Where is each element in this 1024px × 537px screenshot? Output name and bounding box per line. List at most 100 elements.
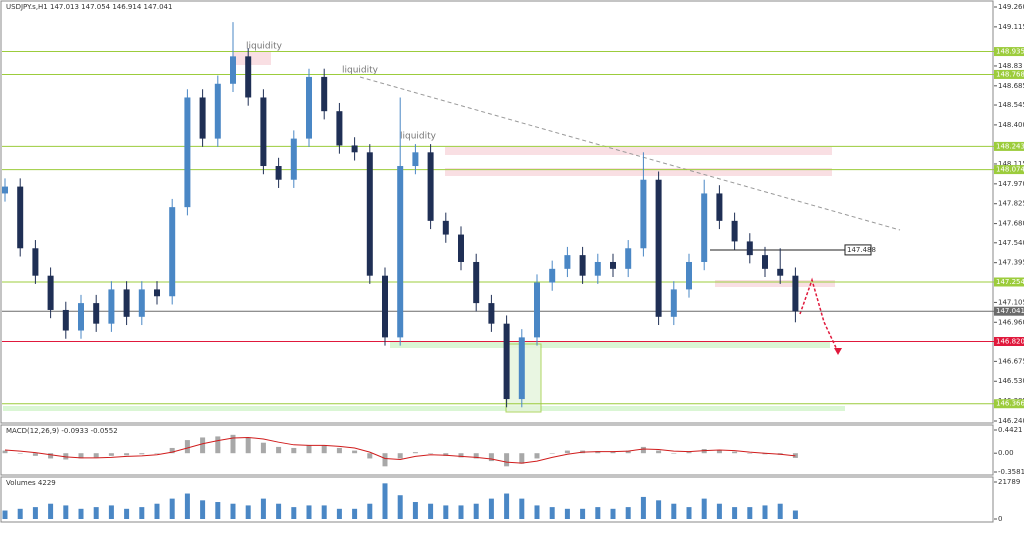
level-label-box xyxy=(994,277,1024,287)
level-label-box xyxy=(994,141,1024,151)
bar xyxy=(230,503,236,519)
bar xyxy=(504,493,510,519)
level-label-box xyxy=(994,69,1024,79)
candle-body xyxy=(290,138,297,180)
bar xyxy=(792,510,798,519)
bar xyxy=(2,510,8,519)
level-label: 148.074 xyxy=(996,166,1024,174)
y-tick-label: 146.675 xyxy=(998,357,1024,365)
bar xyxy=(519,453,525,464)
candle-body xyxy=(78,303,84,331)
bar xyxy=(184,440,190,454)
candle-body xyxy=(625,248,632,269)
candle-body xyxy=(488,303,495,324)
annotation: liquidity xyxy=(342,66,379,76)
y-tick-label: 146.240 xyxy=(998,417,1024,425)
bar xyxy=(671,453,677,454)
level-label-box xyxy=(994,336,1024,346)
candle-body xyxy=(762,255,768,269)
candle-body xyxy=(260,97,267,167)
candle-body xyxy=(594,261,601,276)
candle-body xyxy=(169,207,176,297)
bar xyxy=(656,500,662,519)
bar xyxy=(640,446,646,454)
level-label-box xyxy=(994,399,1024,409)
candle-body xyxy=(640,179,647,249)
y-tick-label: 147.680 xyxy=(998,220,1024,228)
candle-body xyxy=(154,289,160,297)
candle-body xyxy=(503,323,510,400)
bar xyxy=(108,453,114,456)
bar xyxy=(473,453,479,459)
candle-body xyxy=(351,145,358,153)
candle-body xyxy=(199,97,206,139)
level-label-box xyxy=(994,306,1024,316)
level-label: 147.041 xyxy=(996,307,1024,315)
bar xyxy=(321,505,327,519)
candle-body xyxy=(655,179,662,317)
bar xyxy=(367,503,373,519)
bar xyxy=(169,447,175,454)
candle-body xyxy=(427,152,434,221)
price-panel xyxy=(0,0,994,424)
bar xyxy=(48,453,54,459)
bar xyxy=(534,505,540,519)
bar xyxy=(32,453,38,456)
bar xyxy=(260,498,266,519)
y-tick-label: 146.960 xyxy=(998,318,1024,326)
bar xyxy=(382,453,388,467)
bar xyxy=(78,508,84,519)
y-tick-label: 148.545 xyxy=(998,101,1024,109)
candle-body xyxy=(746,241,753,256)
volume-title: Volumes 4229 xyxy=(6,479,56,487)
bar xyxy=(701,498,707,519)
bar xyxy=(762,505,768,519)
bar xyxy=(17,508,23,519)
candle-body xyxy=(138,289,145,317)
candle-body xyxy=(670,289,677,317)
bar xyxy=(306,505,312,519)
y-tick-label: 147.825 xyxy=(998,200,1024,208)
bar xyxy=(564,450,570,454)
annotation: liquidity xyxy=(400,132,437,142)
bar xyxy=(549,453,555,454)
bar xyxy=(48,503,54,519)
bar xyxy=(519,498,525,519)
bar xyxy=(93,507,99,519)
bar xyxy=(732,451,738,454)
bar xyxy=(412,502,418,519)
bar xyxy=(747,453,753,454)
bar xyxy=(260,442,266,454)
bar xyxy=(276,446,282,454)
demand-zone xyxy=(3,406,845,411)
bar xyxy=(93,453,99,458)
bar xyxy=(169,498,175,519)
bar xyxy=(549,507,555,519)
bar xyxy=(762,453,768,455)
y-tick-label: 148.83 xyxy=(998,62,1023,70)
annotation: liquidity xyxy=(246,42,283,52)
candle-body xyxy=(214,83,221,139)
bar xyxy=(2,450,8,454)
bar xyxy=(78,453,84,459)
bar xyxy=(230,434,236,454)
bar xyxy=(716,503,722,519)
bar xyxy=(276,503,282,519)
bar xyxy=(610,508,616,519)
candle-body xyxy=(579,255,586,276)
y-tick-label: 149.260 xyxy=(998,3,1024,11)
y-tick-label: 147.395 xyxy=(998,259,1024,267)
bar xyxy=(17,453,23,454)
bar xyxy=(473,503,479,519)
candle-body xyxy=(534,282,540,338)
chart-title: USDJPY.s,H1 147.013 147.054 146.914 147.… xyxy=(6,3,172,11)
bar xyxy=(321,445,327,454)
y-tick-label: 149.115 xyxy=(998,23,1024,31)
bar xyxy=(716,450,722,454)
bar xyxy=(458,453,464,458)
bar xyxy=(154,453,160,454)
bar xyxy=(443,505,449,519)
bar xyxy=(412,452,418,454)
